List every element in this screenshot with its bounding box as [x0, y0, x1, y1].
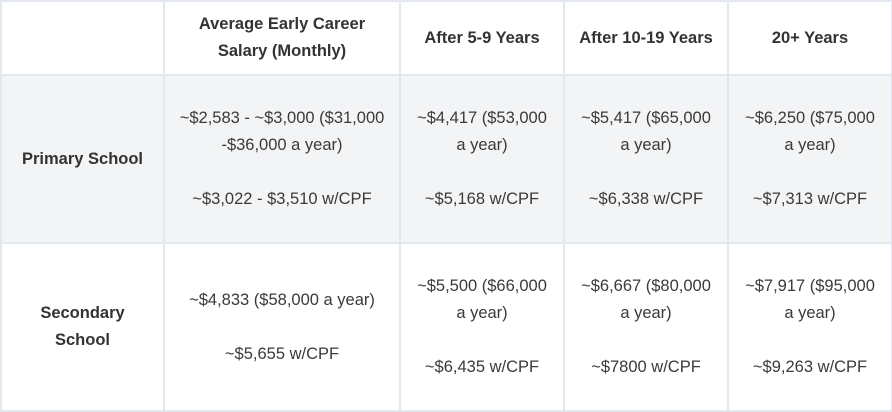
- table-row: Secondary School ~$4,833 ($58,000 a year…: [0, 242, 892, 412]
- table-cell: ~$4,833 ($58,000 a year) ~$5,655 w/CPF: [163, 242, 401, 412]
- salary-text: ~$5,500 ($66,000 a year): [417, 277, 547, 322]
- header-early-career: Average Early Career Salary (Monthly): [163, 0, 401, 76]
- header-5-9-years: After 5-9 Years: [399, 0, 565, 76]
- table-cell: ~$5,500 ($66,000 a year) ~$6,435 w/CPF: [399, 242, 565, 412]
- table-cell: ~$7,917 ($95,000 a year) ~$9,263 w/CPF: [727, 242, 892, 412]
- table-cell: ~$5,417 ($65,000 a year) ~$6,338 w/CPF: [563, 74, 729, 244]
- table-cell: ~$6,667 ($80,000 a year) ~$7800 w/CPF: [563, 242, 729, 412]
- row-label: Primary School: [0, 74, 165, 244]
- salary-text: ~$4,833 ($58,000 a year): [189, 290, 375, 309]
- header-20-plus-years: 20+ Years: [727, 0, 892, 76]
- header-10-19-years: After 10-19 Years: [563, 0, 729, 76]
- salary-text: ~$6,250 ($75,000 a year): [745, 109, 875, 154]
- table-row: Primary School ~$2,583 - ~$3,000 ($31,00…: [0, 74, 892, 244]
- table-cell: ~$4,417 ($53,000 a year) ~$5,168 w/CPF: [399, 74, 565, 244]
- salary-text: ~$2,583 - ~$3,000 ($31,000 -$36,000 a ye…: [179, 109, 385, 154]
- salary-text: ~$7,917 ($95,000 a year): [745, 277, 875, 322]
- cpf-text: ~$7,313 w/CPF: [752, 190, 868, 208]
- table-cell: ~$6,250 ($75,000 a year) ~$7,313 w/CPF: [727, 74, 892, 244]
- cpf-text: ~$6,435 w/CPF: [424, 358, 540, 376]
- cpf-text: ~$6,338 w/CPF: [588, 190, 704, 208]
- row-label: Secondary School: [0, 242, 165, 412]
- cpf-text: ~$3,022 - $3,510 w/CPF: [192, 190, 372, 208]
- salary-text: ~$6,667 ($80,000 a year): [581, 277, 711, 322]
- header-row: Average Early Career Salary (Monthly) Af…: [0, 0, 892, 76]
- header-empty: [0, 0, 165, 76]
- table-cell: ~$2,583 - ~$3,000 ($31,000 -$36,000 a ye…: [163, 74, 401, 244]
- cpf-text: ~$9,263 w/CPF: [752, 358, 868, 376]
- cpf-text: ~$5,168 w/CPF: [424, 190, 540, 208]
- salary-text: ~$4,417 ($53,000 a year): [417, 109, 547, 154]
- cpf-text: ~$5,655 w/CPF: [224, 344, 340, 363]
- salary-text: ~$5,417 ($65,000 a year): [581, 109, 711, 154]
- cpf-text: ~$7800 w/CPF: [591, 358, 701, 376]
